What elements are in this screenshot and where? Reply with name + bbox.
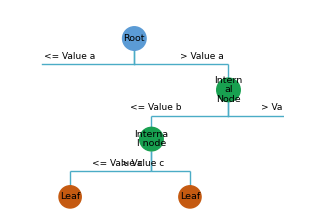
Circle shape <box>179 186 201 208</box>
Circle shape <box>59 186 81 208</box>
Text: Leaf: Leaf <box>180 192 200 201</box>
Text: <= Value c: <= Value c <box>92 159 142 168</box>
Text: > Value c: > Value c <box>121 159 164 168</box>
Text: > Va: > Va <box>260 103 282 112</box>
Text: > Value a: > Value a <box>180 52 224 61</box>
Text: Root: Root <box>124 34 145 43</box>
Circle shape <box>217 78 240 102</box>
Circle shape <box>140 127 163 151</box>
Text: Leaf: Leaf <box>60 192 80 201</box>
Circle shape <box>123 27 146 50</box>
Text: <= Value a: <= Value a <box>44 52 96 61</box>
Text: <= Value b: <= Value b <box>130 103 181 112</box>
Text: Interna
l node: Interna l node <box>134 130 169 149</box>
Text: Intern
al
Node: Intern al Node <box>214 76 243 104</box>
